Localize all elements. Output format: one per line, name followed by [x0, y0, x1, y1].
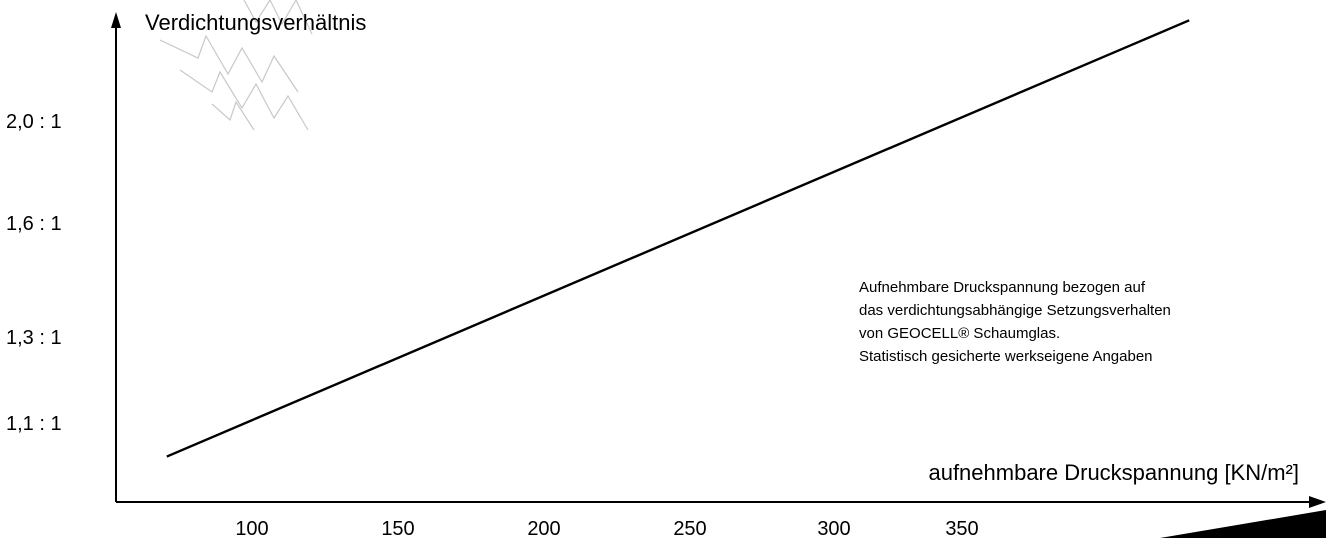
x-axis-arrow-icon	[1309, 496, 1326, 508]
y-tick-labels: 1,1 : 1 1,3 : 1 1,6 : 1 2,0 : 1	[6, 111, 62, 435]
x-tick-label: 350	[945, 518, 978, 538]
y-tick-label: 1,1 : 1	[6, 413, 62, 435]
y-axis-title: Verdichtungsverhältnis	[145, 10, 366, 35]
y-tick-label: 1,3 : 1	[6, 327, 62, 349]
annotation-line: das verdichtungsabhängige Setzungsverhal…	[859, 302, 1171, 319]
x-tick-label: 150	[381, 518, 414, 538]
x-tick-label: 100	[235, 518, 268, 538]
x-tick-labels: 100 150 200 250 300 350	[235, 518, 978, 538]
y-tick-label: 2,0 : 1	[6, 111, 62, 133]
x-axis	[116, 496, 1326, 538]
series-line	[166, 19, 1190, 458]
annotation-line: Statistisch gesicherte werkseigene Angab…	[859, 348, 1153, 365]
x-tick-label: 200	[527, 518, 560, 538]
annotation-line: von GEOCELL® Schaumglas.	[859, 325, 1061, 342]
y-axis	[111, 12, 121, 502]
watermark	[159, 0, 313, 131]
x-axis-title: aufnehmbare Druckspannung [KN/m²]	[928, 460, 1299, 485]
x-tick-label: 300	[817, 518, 850, 538]
y-tick-label: 1,6 : 1	[6, 213, 62, 235]
wedge-decoration	[1160, 510, 1326, 538]
y-axis-arrow-icon	[111, 12, 121, 28]
x-tick-label: 250	[673, 518, 706, 538]
annotation-line: Aufnehmbare Druckspannung bezogen auf	[859, 279, 1146, 296]
annotation-note: Aufnehmbare Druckspannung bezogen auf da…	[859, 276, 1319, 368]
